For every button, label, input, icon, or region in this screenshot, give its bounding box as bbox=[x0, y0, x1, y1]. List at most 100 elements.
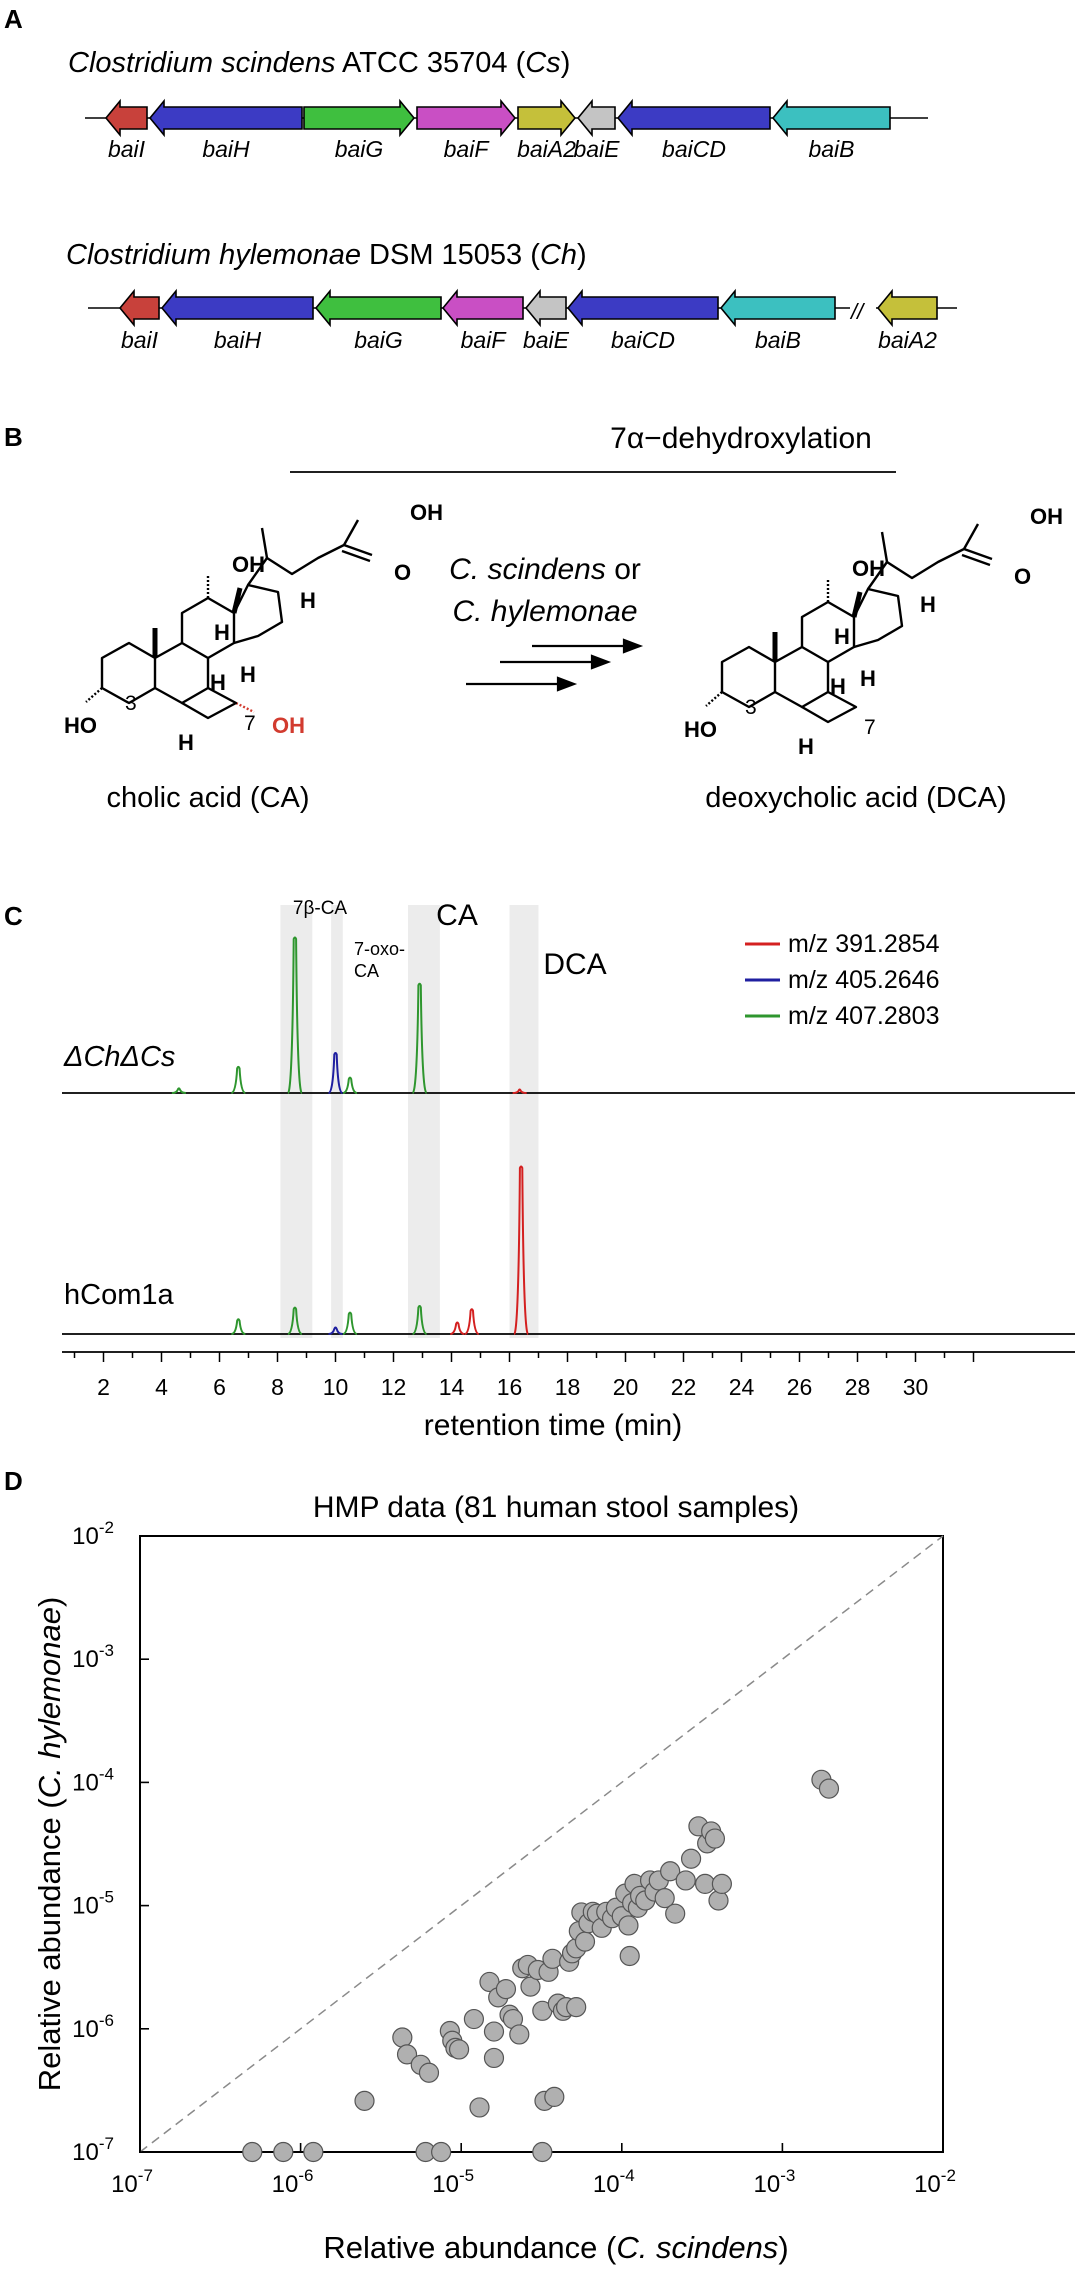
gene-arrow-baiG bbox=[303, 98, 416, 138]
gene-label-baiG: baiG bbox=[335, 136, 384, 162]
gene-label-baiB: baiB bbox=[808, 136, 854, 162]
dca-cooh-oh-label: OH bbox=[1030, 504, 1063, 529]
dca-ring-d bbox=[852, 587, 904, 649]
x-tick-label: 26 bbox=[787, 1374, 813, 1400]
scatter-ticks: 10-7 10-6 10-5 10-4 10-3 10-2 10-7 10-6 10-5 10-4… bbox=[72, 1518, 956, 2198]
scatter-title: HMP data (81 human stool samples) bbox=[313, 1491, 799, 1524]
c7-oh-label-red: OH bbox=[272, 713, 305, 738]
gene-label-baiB: baiB bbox=[755, 327, 801, 353]
x-tick-label: 24 bbox=[729, 1374, 755, 1400]
dca-carboxyl-oh-bond bbox=[962, 523, 980, 550]
gene-label-baiI: baiI bbox=[121, 327, 159, 353]
gene-label-baiCD: baiCD bbox=[662, 136, 726, 162]
chromatogram-peak bbox=[231, 1065, 246, 1094]
scatter-points bbox=[242, 1769, 840, 2163]
dca-c13-methyl bbox=[851, 591, 863, 618]
scatter-point bbox=[520, 1976, 541, 1997]
scatter-point bbox=[544, 2086, 565, 2108]
c7-hydroxyl-bond bbox=[235, 701, 255, 714]
arrow-3-head bbox=[556, 676, 578, 692]
scatter-point bbox=[574, 1931, 596, 1952]
x-axis-title: retention time (min) bbox=[424, 1409, 682, 1442]
dca-carboxyl-co-bond-2 bbox=[961, 553, 991, 567]
dca-c14-h-label: H bbox=[860, 666, 876, 691]
legend-entry: m/z 405.2646 bbox=[788, 966, 940, 994]
organisms-line-2: C. hylemonae bbox=[452, 595, 637, 628]
chromatogram-peak bbox=[411, 982, 428, 1094]
scatter-point bbox=[448, 2039, 470, 2060]
gene-arrow-baiG bbox=[314, 288, 442, 328]
gene-label-baiF: baiF bbox=[444, 136, 491, 162]
highlight-bands bbox=[280, 905, 539, 1338]
carboxyl-co-bond-2 bbox=[341, 549, 371, 563]
chromatogram-peak bbox=[513, 1165, 530, 1335]
ch-break-mark: // bbox=[849, 299, 865, 324]
panel-label-a: A bbox=[4, 4, 23, 34]
c7-label: 7 bbox=[244, 712, 256, 735]
band-label: 7-oxo- bbox=[354, 939, 405, 959]
x-tick-label: 16 bbox=[497, 1374, 523, 1400]
gene-arrow-baiH bbox=[148, 98, 303, 138]
cooh-o-label: O bbox=[394, 560, 411, 585]
scatter-point bbox=[483, 2021, 505, 2042]
legend-entry: m/z 407.2803 bbox=[788, 1002, 940, 1030]
chromatogram-peak bbox=[450, 1321, 465, 1335]
x-tick-label: 30 bbox=[903, 1374, 929, 1400]
x-tick-label: 6 bbox=[213, 1374, 226, 1400]
identity-line bbox=[139, 1535, 944, 2153]
carboxyl-co-bond bbox=[343, 543, 373, 557]
scatter-point bbox=[660, 1861, 681, 1882]
chromatogram-peak bbox=[342, 1311, 358, 1335]
gene-label-baiE: baiE bbox=[523, 327, 570, 353]
ring-c bbox=[180, 596, 236, 660]
scatter-point bbox=[495, 1979, 517, 2000]
multistep-arrows bbox=[466, 638, 644, 692]
scatter-point bbox=[704, 1828, 726, 1849]
ring-b bbox=[154, 641, 210, 705]
arrow-1-head bbox=[622, 638, 644, 654]
gene-arrow-baiB bbox=[719, 288, 836, 328]
cholic-acid-structure bbox=[85, 519, 373, 720]
panel-label-d: D bbox=[4, 1466, 23, 1496]
scatter-point bbox=[418, 2062, 440, 2083]
gene-arrow-baiE bbox=[576, 98, 616, 138]
scatter-x-tick-label: 10-5 bbox=[432, 2166, 474, 2198]
x-tick-label: 4 bbox=[155, 1374, 168, 1400]
dca-c17-h-label: H bbox=[920, 592, 936, 617]
ch-break-gap bbox=[850, 296, 876, 320]
scatter-point bbox=[469, 2097, 490, 2118]
scatter-y-tick-label: 10-7 bbox=[72, 2134, 114, 2166]
chromatogram-peak bbox=[286, 936, 303, 1094]
gene-arrow-baiE bbox=[524, 288, 567, 328]
chromatogram-peak bbox=[328, 1326, 343, 1335]
scatter-point bbox=[566, 1997, 587, 2018]
dca-c9-h-label: H bbox=[834, 624, 850, 649]
scatter-point bbox=[675, 1870, 696, 1891]
c3-ho-label: HO bbox=[64, 713, 97, 738]
chromatogram-peak bbox=[464, 1308, 480, 1335]
gene-arrow-baiF bbox=[416, 98, 517, 138]
dca-c5-h-label: H bbox=[798, 734, 814, 759]
gene-label-baiI: baiI bbox=[108, 136, 146, 162]
x-tick-label: 20 bbox=[613, 1374, 639, 1400]
gene-arrow-baiA2 bbox=[517, 98, 577, 138]
gene-arrow-baiA2 bbox=[876, 288, 938, 328]
trace-sample-label: ΔChΔCs bbox=[63, 1041, 175, 1073]
legend-entry: m/z 391.2854 bbox=[788, 930, 940, 958]
x-tick-label: 14 bbox=[439, 1374, 465, 1400]
x-tick-label: 22 bbox=[671, 1374, 697, 1400]
chromatogram-peak bbox=[287, 1306, 303, 1335]
gene-label-baiH: baiH bbox=[214, 327, 262, 353]
organisms-line-1: C. scindens or bbox=[449, 553, 641, 586]
dca-c3-label: 3 bbox=[745, 696, 757, 719]
scatter-x-tick-label: 10-7 bbox=[111, 2166, 153, 2198]
scatter-x-tick-label: 10-4 bbox=[593, 2166, 635, 2198]
scatter-point bbox=[303, 2141, 324, 2163]
scatter-point bbox=[708, 1890, 729, 1911]
scatter-x-tick-label: 10-2 bbox=[914, 2166, 956, 2198]
scatter-y-tick-label: 10-6 bbox=[72, 2011, 114, 2043]
x-tick-label: 12 bbox=[381, 1374, 407, 1400]
gene-arrow-baiF bbox=[441, 288, 524, 328]
dca-cooh-o-label: O bbox=[1014, 564, 1031, 589]
scatter-point bbox=[509, 2024, 530, 2045]
